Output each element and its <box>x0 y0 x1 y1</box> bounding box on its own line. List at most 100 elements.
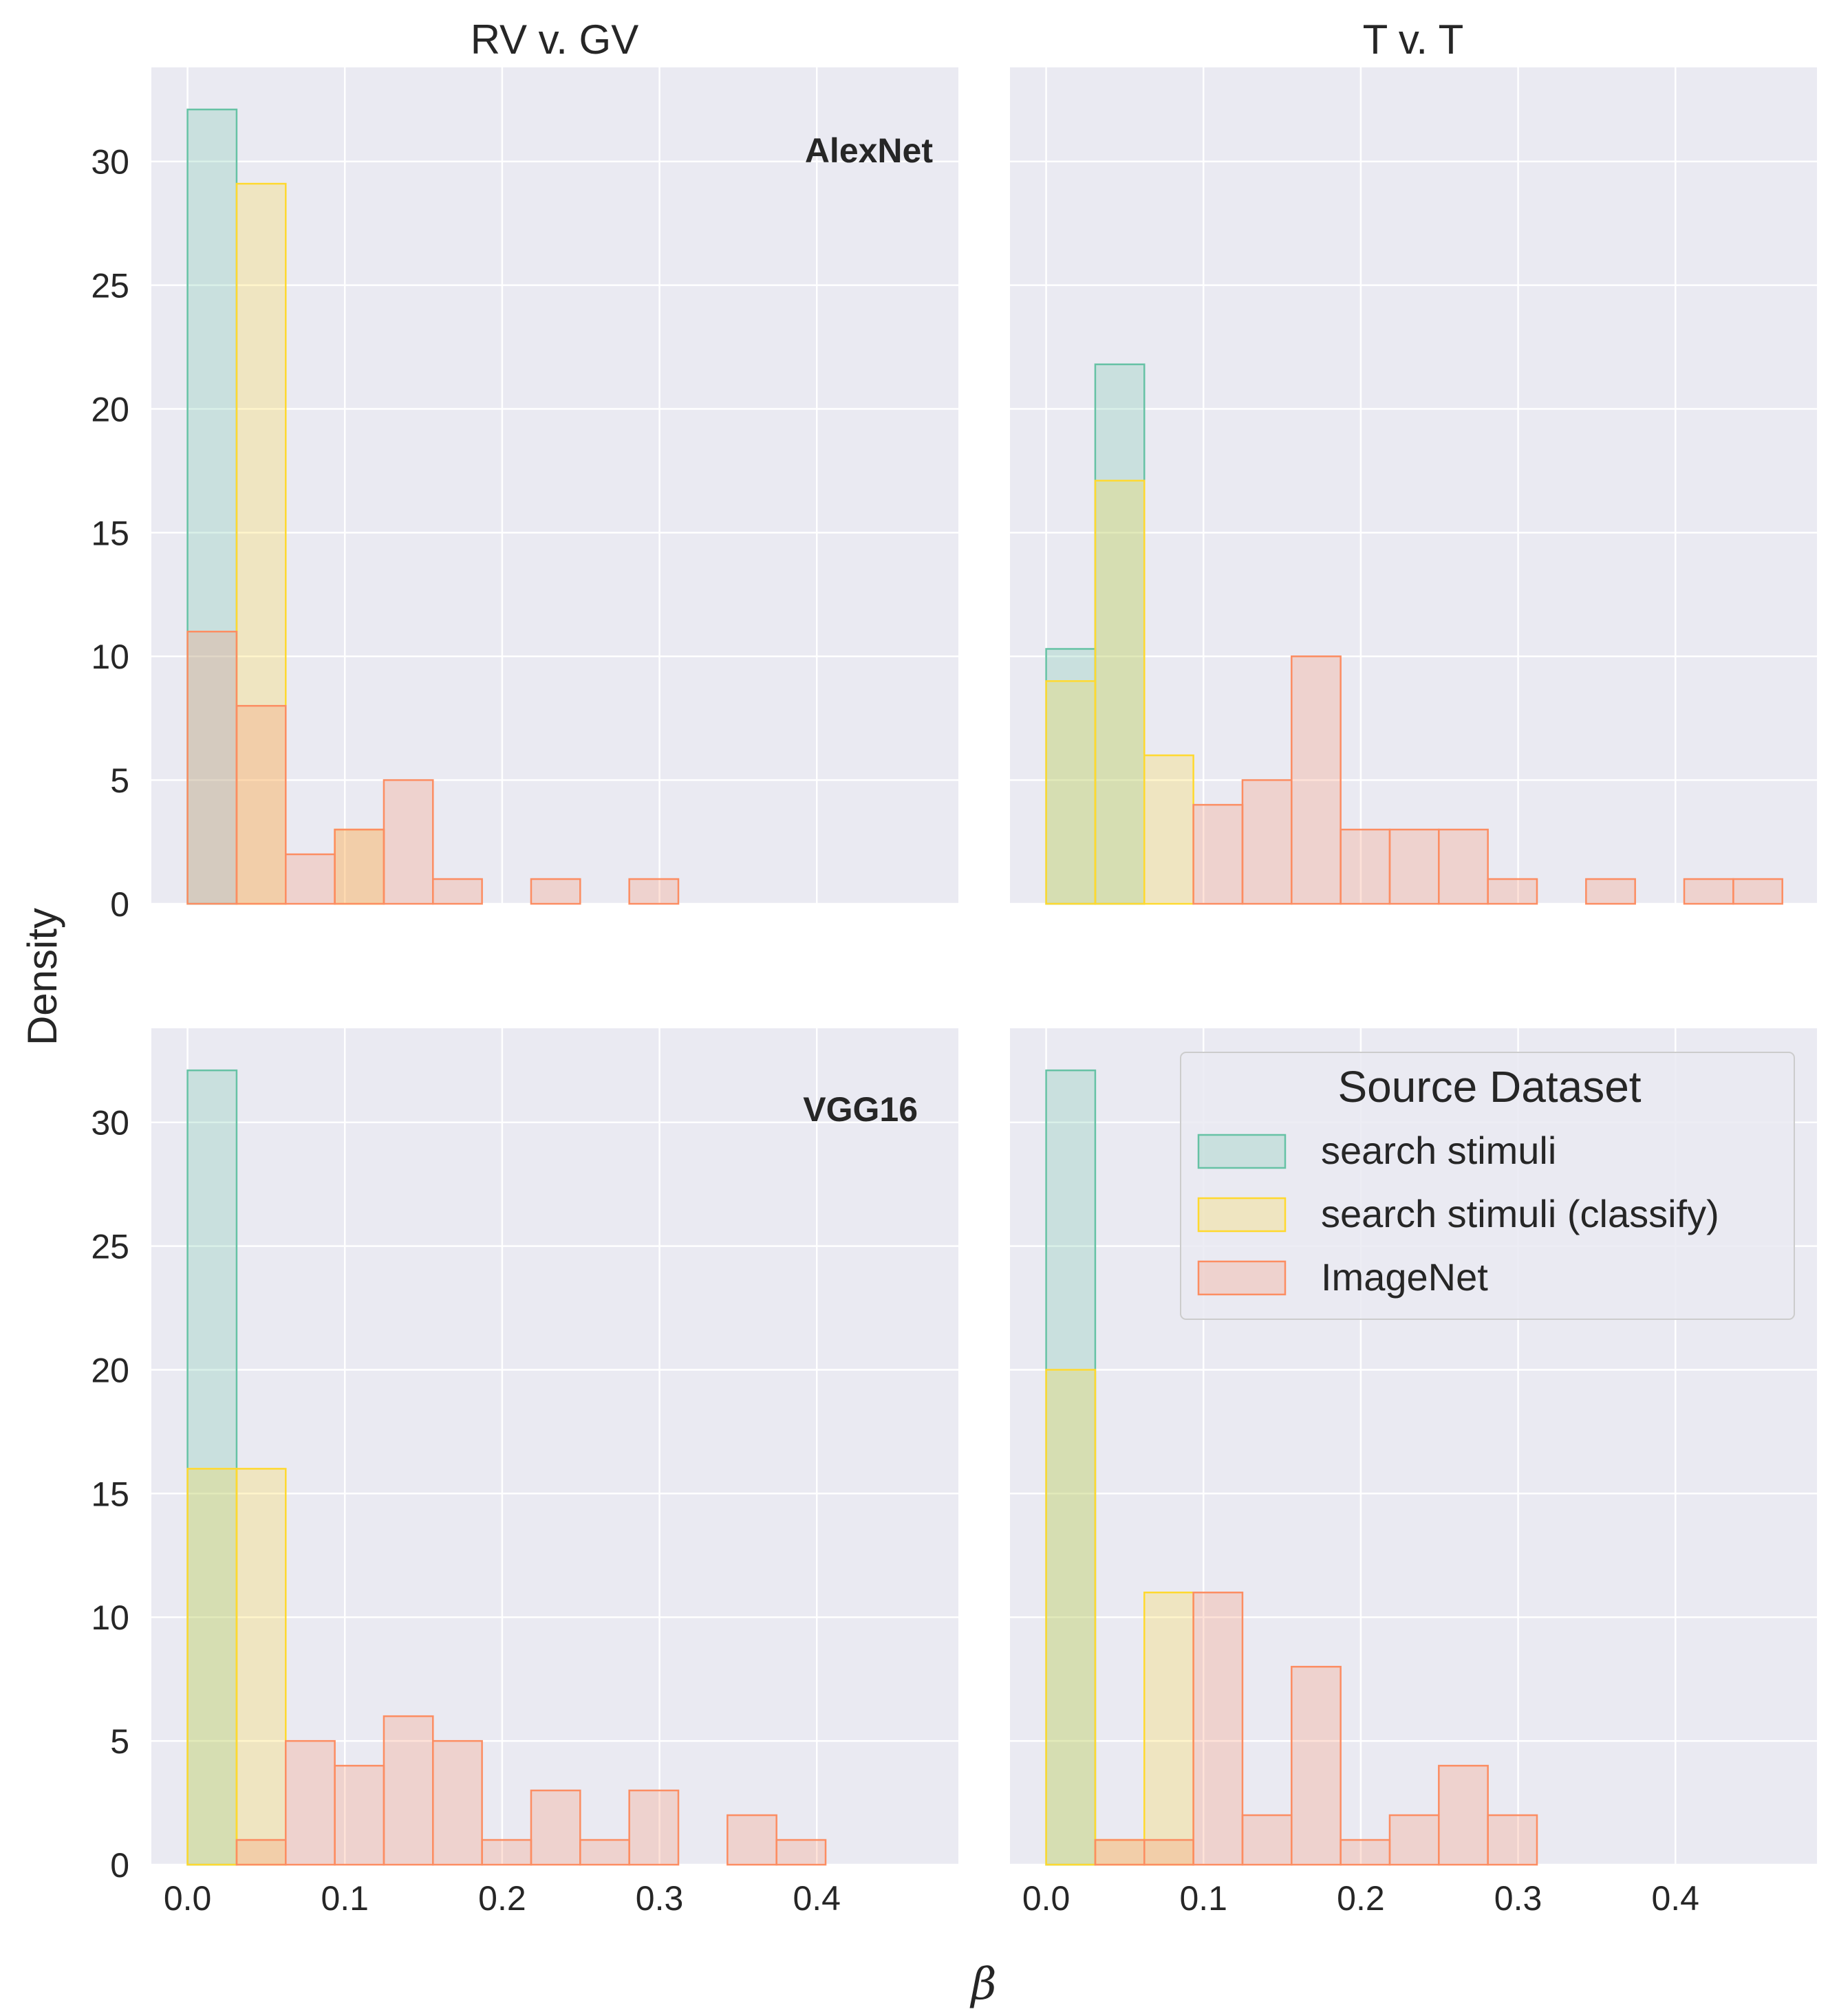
hist-bar <box>186 108 238 905</box>
y-tick-label: 5 <box>110 761 129 800</box>
legend-title: Source Dataset <box>1337 1062 1641 1112</box>
hist-bar <box>235 1468 287 1866</box>
series-search-stimuli-classify- <box>235 182 385 905</box>
y-tick-label: 20 <box>91 390 129 429</box>
hist-bar <box>1438 828 1489 905</box>
hist-bar <box>432 1739 483 1866</box>
hist-bar <box>235 704 287 905</box>
x-tick-label: 0.2 <box>1337 1879 1385 1918</box>
y-tick-label: 0 <box>110 885 129 924</box>
hist-bar <box>334 828 385 905</box>
hist-bar <box>1340 828 1391 905</box>
series-search-stimuli-classify- <box>1045 479 1194 905</box>
legend-swatch <box>1197 1134 1287 1169</box>
hist-bar <box>1388 1814 1440 1866</box>
x-tick-label: 0.4 <box>1651 1879 1699 1918</box>
hist-bar <box>1683 878 1734 905</box>
panel-1-0 <box>151 1028 958 1866</box>
series-search-stimuli <box>1045 1069 1097 1866</box>
hist-bar <box>481 1839 533 1866</box>
panels-layer: 0 5 10 15 20 25 30 0 5 10 15 20 25 30 0.0 0.1 0.2 0.3 0.4 0… <box>91 67 1817 1918</box>
hist-bar <box>1045 1369 1097 1866</box>
hist-bar <box>1143 1592 1194 1866</box>
hist-bar <box>334 828 385 905</box>
legend-label: ImageNet <box>1321 1255 1488 1299</box>
hist-bar <box>1241 779 1293 905</box>
hist-bar <box>775 1839 827 1866</box>
hist-bar <box>1143 754 1194 905</box>
hist-bar <box>1045 680 1097 905</box>
x-tick-label: 0.3 <box>636 1879 684 1918</box>
y-axis-label: Density <box>19 908 65 1045</box>
series-imagenet <box>235 1715 827 1866</box>
hist-bar <box>186 1069 238 1866</box>
y-tick-label: 0 <box>110 1846 129 1885</box>
series-imagenet <box>1192 655 1783 905</box>
legend-label: search stimuli <box>1321 1129 1556 1172</box>
hist-bar <box>1291 655 1342 905</box>
x-tick-label: 0.1 <box>1179 1879 1227 1918</box>
y-tick-label: 5 <box>110 1722 129 1761</box>
legend-label: search stimuli (classify) <box>1321 1192 1719 1235</box>
hist-bar <box>186 631 238 905</box>
hist-bar <box>235 182 287 905</box>
y-tick-label: 30 <box>91 1104 129 1142</box>
hist-bar <box>383 1715 434 1866</box>
x-tick-label: 0.0 <box>1022 1879 1071 1918</box>
hist-bar <box>1094 1839 1146 1866</box>
hist-bar <box>727 1814 777 1866</box>
legend-swatch <box>1197 1197 1287 1233</box>
y-tick-label: 10 <box>91 1598 129 1637</box>
hist-bar <box>579 1839 630 1866</box>
panel-0-1 <box>1010 67 1817 905</box>
hist-bar <box>1585 878 1636 905</box>
hist-bar <box>628 1789 680 1866</box>
panel-label-vgg16: VGG16 <box>803 1090 918 1129</box>
legend-swatch <box>1197 1260 1287 1296</box>
legend-box <box>1180 1052 1795 1320</box>
series-search-stimuli <box>186 108 238 905</box>
hist-bar <box>1192 1592 1244 1866</box>
y-tick-label: 20 <box>91 1351 129 1389</box>
y-tick-label: 10 <box>91 638 129 676</box>
y-tick-label: 15 <box>91 1475 129 1513</box>
hist-bar <box>1732 878 1783 905</box>
panel-0-0 <box>151 67 958 905</box>
hist-bar <box>530 1789 581 1866</box>
x-tick-label: 0.3 <box>1494 1879 1542 1918</box>
x-axis-label: β <box>970 1959 997 2010</box>
hist-bar <box>1340 1839 1391 1866</box>
hist-bar <box>1438 1764 1489 1866</box>
hist-bar <box>1388 828 1440 905</box>
hist-bar <box>186 1468 238 1866</box>
panel-label-alexnet: AlexNet <box>805 131 934 170</box>
hist-bar <box>1094 479 1146 905</box>
y-tick-label: 30 <box>91 143 129 182</box>
hist-bar <box>383 779 434 905</box>
x-tick-label: 0.4 <box>793 1879 841 1918</box>
x-tick-label: 0.1 <box>321 1879 369 1918</box>
hist-bar <box>1241 1814 1293 1866</box>
y-tick-label: 25 <box>91 267 129 305</box>
hist-bar <box>1143 1839 1194 1866</box>
hist-bar <box>285 1739 336 1866</box>
hist-bar <box>1094 363 1146 905</box>
series-search-stimuli <box>1045 363 1146 905</box>
hist-bar <box>235 1839 287 1866</box>
hist-bar <box>628 878 680 905</box>
panel-1-1 <box>1010 1028 1817 1866</box>
hist-bar <box>1045 1069 1097 1866</box>
hist-bar <box>1192 803 1244 905</box>
hist-bar <box>285 853 336 905</box>
series-imagenet <box>186 631 680 905</box>
series-search-stimuli-classify- <box>186 1468 287 1866</box>
legend-entries: search stimuli search stimuli (classify) I… <box>1197 1129 1719 1299</box>
series-search-stimuli <box>186 1069 238 1866</box>
col-title-1: T v. T <box>1363 17 1464 63</box>
x-tick-label: 0.2 <box>478 1879 526 1918</box>
series-imagenet <box>1094 1592 1538 1866</box>
hist-bar <box>1487 1814 1538 1866</box>
hist-bar <box>1045 648 1097 905</box>
